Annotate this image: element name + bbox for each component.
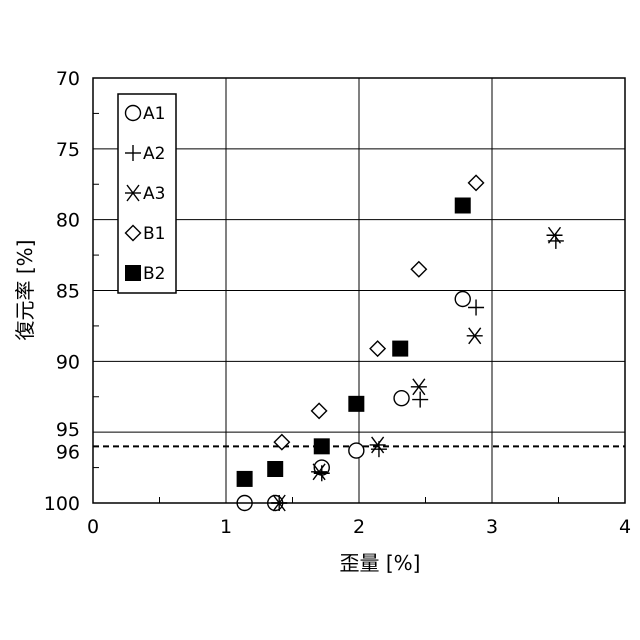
- point-a1: [394, 391, 409, 406]
- point-b2: [455, 198, 471, 214]
- x-tick-label: 0: [87, 516, 99, 538]
- legend-label: B2: [143, 264, 165, 284]
- y-tick-label: 100: [44, 493, 80, 515]
- point-b2: [392, 341, 408, 357]
- legend-item-a1: A1: [126, 104, 166, 124]
- legend-marker-b2: [125, 265, 141, 281]
- x-tick-label: 2: [353, 516, 365, 538]
- legend-label: A3: [143, 184, 165, 204]
- x-tick-label: 1: [220, 516, 232, 538]
- y-tick-label: 80: [56, 210, 80, 232]
- point-b2: [348, 396, 364, 412]
- y-axis-label: 復元率 [%]: [13, 240, 37, 341]
- y-tick-label: 70: [56, 68, 80, 90]
- point-b2: [237, 471, 253, 487]
- x-tick-label: 4: [619, 516, 631, 538]
- legend: A1 A2 A3 B1 B2: [118, 94, 176, 293]
- x-axis-label: 歪量 [%]: [340, 551, 421, 575]
- point-a1: [349, 443, 364, 458]
- y-tick-label: 75: [56, 139, 80, 161]
- point-a1: [455, 292, 470, 307]
- y-tick-label: 95: [56, 419, 80, 441]
- x-tick-label: 3: [486, 516, 498, 538]
- legend-item-b2: B2: [125, 264, 165, 284]
- legend-label: A2: [143, 144, 165, 164]
- y-tick-label: 85: [56, 281, 80, 303]
- y-tick-label: 96: [56, 441, 80, 463]
- legend-marker-a1: [126, 106, 141, 121]
- point-b2: [267, 461, 283, 477]
- y-tick-label: 90: [56, 351, 80, 373]
- legend-label: B1: [143, 224, 165, 244]
- point-b2: [314, 438, 330, 454]
- legend-label: A1: [143, 104, 165, 124]
